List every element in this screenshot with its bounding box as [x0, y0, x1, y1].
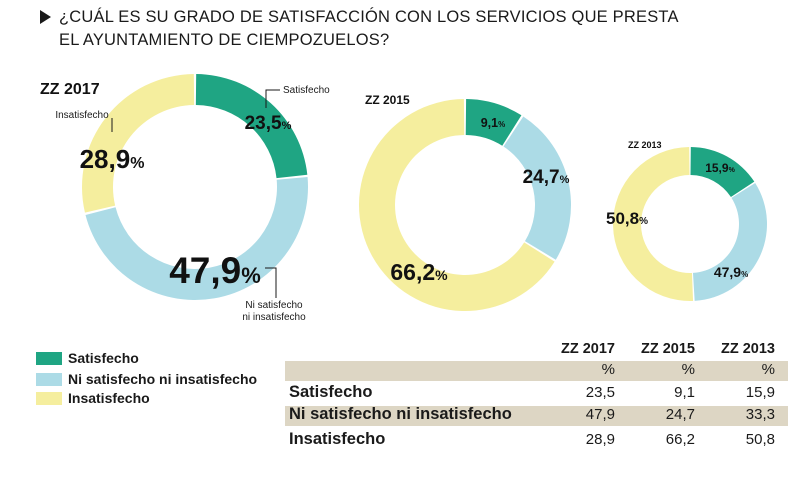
donut-segment-satisfecho — [465, 99, 522, 146]
data-label-insatisfecho: 66,2% — [390, 259, 448, 285]
table-header-2017: ZZ 2017 — [561, 341, 615, 357]
donut-segment-insatisfecho — [613, 147, 694, 301]
donut-zz-2015: ZZ 2015 9,1% 24,7% 66,2% — [358, 93, 571, 311]
chart-title: ZZ 2013 — [628, 140, 662, 150]
callout-ni-line-2: ni insatisfecho — [242, 312, 306, 323]
data-label-satisfecho: 23,5% — [245, 113, 292, 134]
table-row-label: Satisfecho — [289, 383, 373, 401]
data-label-satisfecho: 15,9% — [705, 161, 735, 175]
callout-ni-line-1: Ni satisfecho — [245, 300, 303, 311]
table-header-2013: ZZ 2013 — [721, 341, 775, 357]
table-cell: 23,5 — [585, 384, 615, 401]
donut-segment-insatisfecho — [82, 74, 195, 213]
legend-swatch-satisfecho — [36, 352, 62, 365]
callout-insatisfecho: Insatisfecho — [55, 110, 109, 121]
table-header-row: ZZ 2017 ZZ 2015 ZZ 2013 — [285, 341, 788, 361]
legend-label-ni: Ni satisfecho ni insatisfecho — [68, 371, 258, 387]
table-cell: 28,9 — [585, 431, 615, 448]
table-row-label: Insatisfecho — [289, 430, 386, 448]
table-cell: 24,7 — [665, 406, 695, 423]
chart-title: ZZ 2015 — [365, 93, 410, 107]
bullet-arrow-icon — [40, 10, 51, 24]
donut-segment-insatisfecho — [358, 99, 555, 311]
data-label-ni-satisfecho: 47,9% — [169, 250, 261, 291]
table-row-label: Ni satisfecho ni insatisfecho — [289, 405, 512, 423]
chart-question-title: ¿CUÁL ES SU GRADO DE SATISFACCIÓN CON LO… — [40, 6, 760, 52]
data-label-ni-satisfecho: 47,9% — [714, 264, 748, 280]
callout-line-ni — [265, 267, 277, 298]
legend-swatch-ni — [36, 373, 62, 386]
data-label-satisfecho: 9,1% — [481, 116, 506, 130]
table-row: Satisfecho 23,5 9,1 15,9 — [285, 383, 788, 404]
table-row: Insatisfecho 28,9 66,2 50,8 — [285, 430, 788, 451]
data-label-insatisfecho: 50,8% — [606, 209, 648, 228]
donut-segment-ni-satisfecho — [85, 177, 308, 300]
table-header-2015: ZZ 2015 — [641, 341, 695, 357]
donut-zz-2017: ZZ 2017 23,5% 47,9% 28,9% — [40, 74, 308, 300]
question-line-2: EL AYUNTAMIENTO DE CIEMPOZUELOS? — [59, 31, 390, 49]
data-label-ni-satisfecho: 24,7% — [523, 167, 570, 188]
donut-segment-satisfecho — [690, 147, 755, 198]
table-units-row: % % % — [285, 361, 788, 381]
legend-swatch-insatisfecho — [36, 392, 62, 405]
table-unit: % — [761, 361, 775, 378]
table-cell: 47,9 — [585, 406, 615, 423]
table-unit: % — [601, 361, 615, 378]
table-cell: 9,1 — [674, 384, 695, 401]
table-cell: 15,9 — [745, 384, 775, 401]
legend-label-satisfecho: Satisfecho — [68, 350, 139, 366]
chart-title: ZZ 2017 — [40, 81, 100, 98]
callout-line-satisfecho — [265, 89, 280, 108]
table-row: Ni satisfecho ni insatisfecho 47,9 24,7 … — [285, 405, 788, 426]
callout-satisfecho: Satisfecho — [283, 85, 330, 96]
legend-label-insatisfecho: Insatisfecho — [68, 390, 150, 406]
table-cell: 33,3 — [745, 406, 775, 423]
table-cell: 66,2 — [665, 431, 695, 448]
donut-segment-ni-satisfecho — [503, 116, 571, 260]
question-line-1: ¿CUÁL ES SU GRADO DE SATISFACCIÓN CON LO… — [59, 8, 679, 26]
table-unit: % — [681, 361, 695, 378]
donut-segment-satisfecho — [195, 74, 308, 179]
data-label-insatisfecho: 28,9% — [80, 144, 145, 174]
donut-zz-2013: ZZ 2013 15,9% 47,9% 50,8% — [606, 140, 767, 301]
table-cell: 50,8 — [745, 431, 775, 448]
donut-segment-ni-satisfecho — [692, 183, 767, 301]
